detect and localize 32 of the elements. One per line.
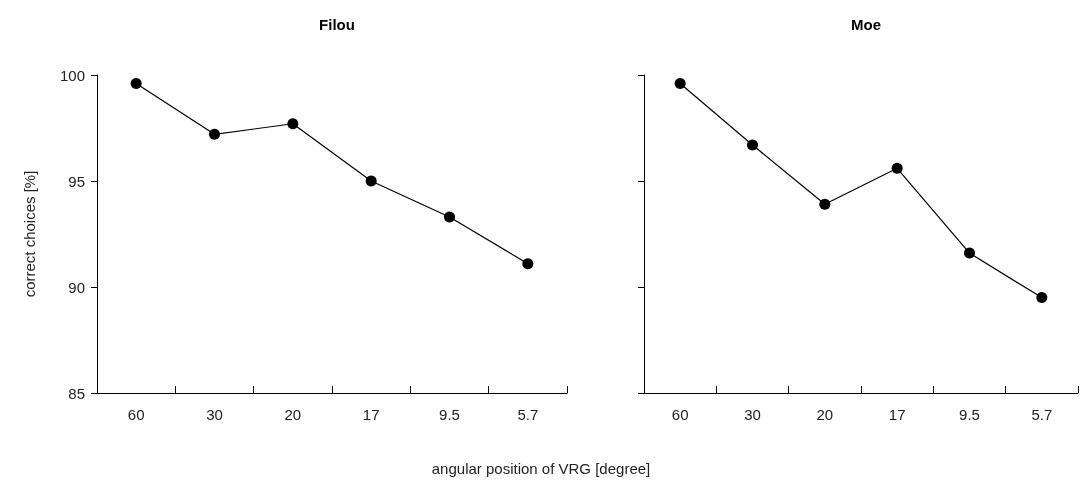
point <box>444 211 455 223</box>
y-tick-label: 100 <box>59 66 85 84</box>
x-tick-label: 60 <box>127 406 145 423</box>
point <box>747 139 758 151</box>
x-tick-label: 17 <box>888 406 906 423</box>
x-tick-label: 30 <box>744 406 761 423</box>
x-tick-label: 9.5 <box>959 406 980 423</box>
x-tick-label: 30 <box>206 406 223 423</box>
chart-title: Moe <box>851 16 881 33</box>
x-tick-label: 20 <box>816 406 834 423</box>
x-tick-label: 60 <box>671 406 689 423</box>
x-axis-title: angular position of VRG [degree] <box>430 460 652 477</box>
y-tick-label: 90 <box>68 278 85 296</box>
point <box>1036 292 1048 304</box>
x-tick-label: 5.7 <box>517 406 539 423</box>
x-tick-label: 17 <box>362 406 380 423</box>
point <box>209 128 220 140</box>
point <box>674 77 686 89</box>
point <box>522 258 534 270</box>
x-tick-label: 9.5 <box>439 406 460 423</box>
point <box>891 162 903 174</box>
point <box>964 247 975 259</box>
x-tick-label: 5.7 <box>1031 406 1053 423</box>
y-tick-label: 85 <box>68 384 85 402</box>
point <box>287 118 299 130</box>
x-tick-label: 20 <box>284 406 302 423</box>
y-tick-label: 95 <box>68 172 85 190</box>
point <box>819 198 831 210</box>
chart-title: Filou <box>319 16 355 33</box>
y-axis-title: correct choices [%] <box>21 170 38 298</box>
point <box>130 77 142 89</box>
point <box>365 175 377 187</box>
